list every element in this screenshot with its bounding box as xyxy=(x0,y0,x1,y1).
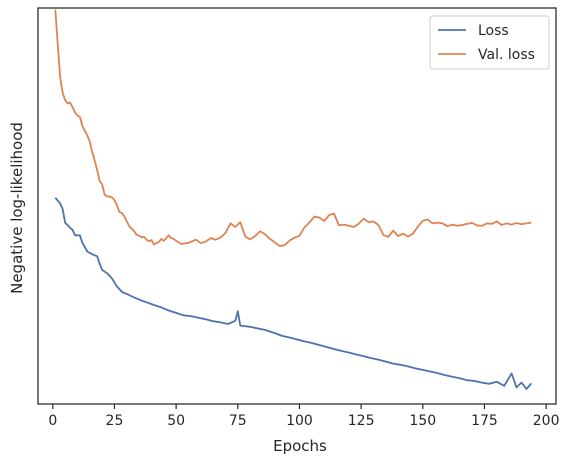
series-line-1 xyxy=(54,9,532,247)
plot-frame xyxy=(37,7,557,405)
x-axis-ticks: 0 25 50 75 100 125 150 175 200 xyxy=(48,404,560,429)
legend-label-0: Loss xyxy=(478,23,509,39)
x-tick-label: 125 xyxy=(348,413,375,429)
series-layer xyxy=(54,9,532,390)
x-tick-label: 100 xyxy=(286,413,313,429)
x-tick-label: 150 xyxy=(409,413,436,429)
x-tick-label: 75 xyxy=(229,413,247,429)
y-axis-label: Negative log-likelihood xyxy=(8,122,26,294)
legend: Loss Val. loss xyxy=(429,15,550,70)
x-tick-label: 25 xyxy=(106,413,124,429)
legend-label-1: Val. loss xyxy=(478,47,535,63)
plot-border xyxy=(37,7,557,405)
x-tick-label: 175 xyxy=(471,413,498,429)
x-tick-label: 0 xyxy=(48,413,57,429)
x-tick-label: 50 xyxy=(167,413,185,429)
x-tick-label: 200 xyxy=(533,413,560,429)
x-axis-label: Epochs xyxy=(273,437,327,455)
series-line-0 xyxy=(54,197,532,390)
